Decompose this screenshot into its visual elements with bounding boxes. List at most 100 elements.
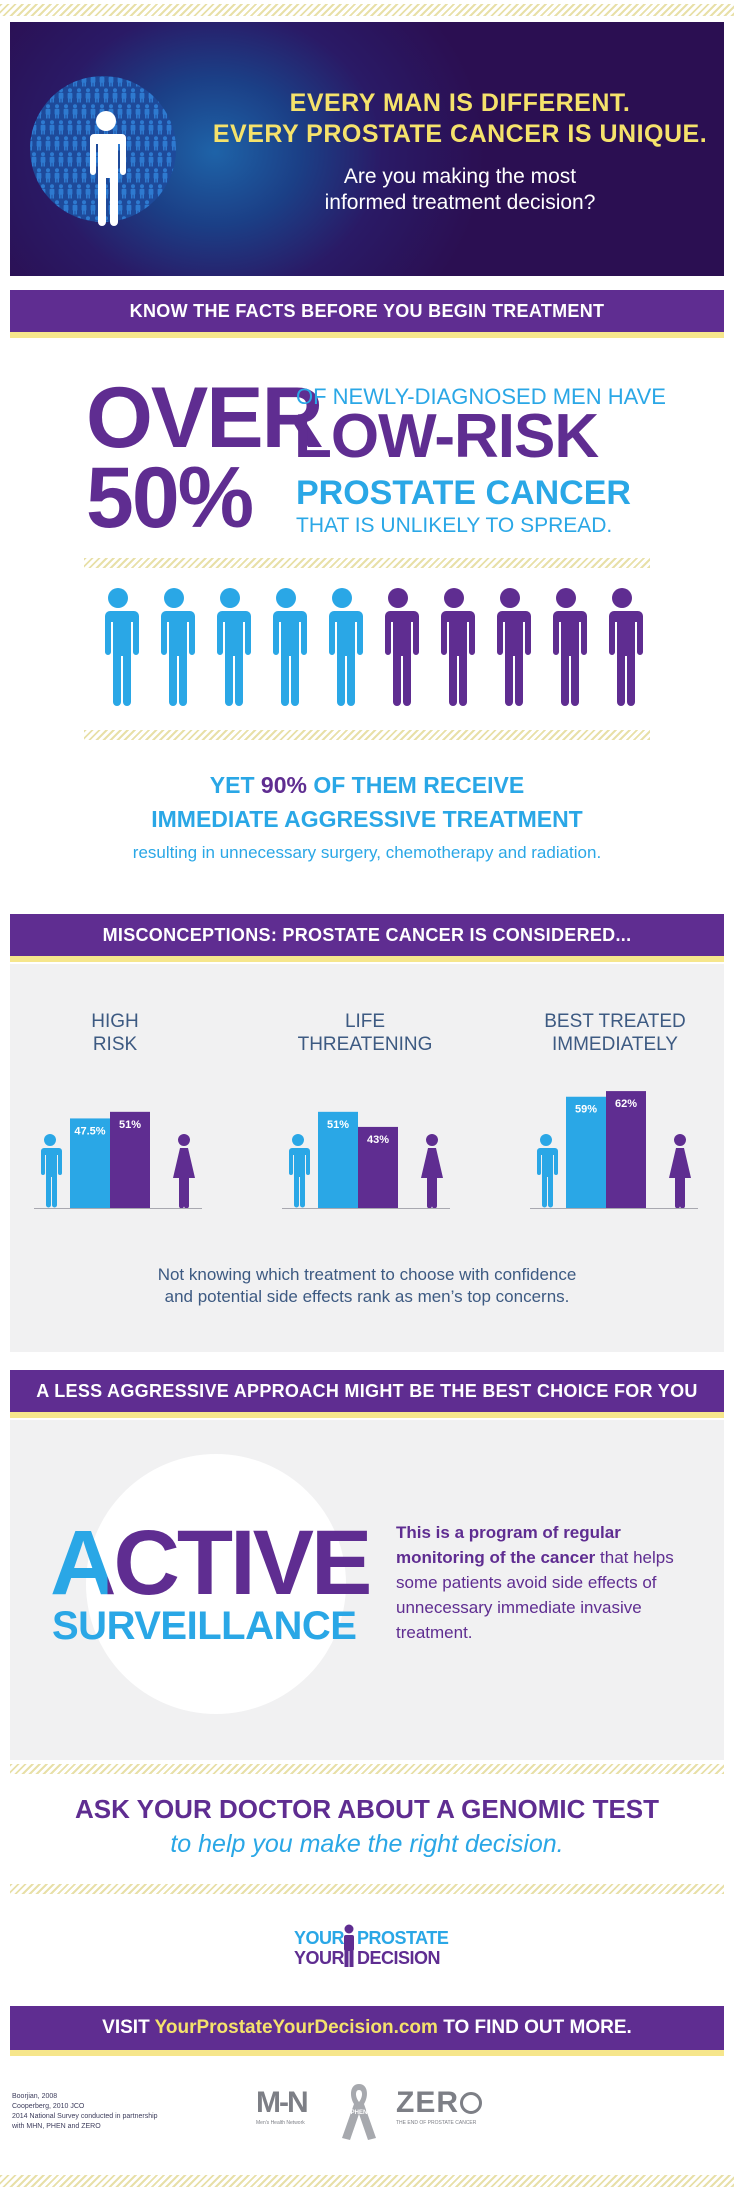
logo-figure-icon <box>344 1924 354 1967</box>
male-icon <box>289 1134 310 1208</box>
phen-ribbon-icon: PHEN <box>342 2084 376 2140</box>
note-line1: Not knowing which treatment to choose wi… <box>157 1265 577 1284</box>
stat-line3: PROSTATE CANCER <box>296 474 631 512</box>
men-bar <box>318 1111 358 1208</box>
female-icon <box>173 1134 195 1209</box>
misconception-title-line1: HIGH <box>91 1011 139 1032</box>
description-rest: that helps some patients avoid side effe… <box>396 1548 674 1642</box>
women-bar-label: 43% <box>367 1134 389 1146</box>
approach-banner: A LESS AGGRESSIVE APPROACH MIGHT BE THE … <box>10 1370 724 1418</box>
reference-item: with MHN, PHEN and ZERO <box>12 2123 101 2130</box>
your-prostate-your-decision-logo: YOUR PROSTATE YOUR DECISION <box>290 1924 450 1974</box>
description-bold: This is a program of regular monitoring … <box>396 1523 621 1567</box>
man-figure-icon <box>606 588 643 706</box>
men-figures-row <box>102 588 643 706</box>
misconceptions-note: Not knowing which treatment to choose wi… <box>10 1264 724 1308</box>
women-bar-label: 51% <box>119 1119 141 1131</box>
women-bar <box>606 1091 646 1208</box>
hero-title-line1: EVERY MAN IS DIFFERENT. <box>289 89 631 117</box>
hero-title-line2: EVERY PROSTATE CANCER IS UNIQUE. <box>212 120 708 148</box>
female-icon <box>421 1134 443 1209</box>
mhn-letters: M-N <box>256 2086 309 2119</box>
yet-pct: 90% <box>260 772 307 798</box>
active-surveillance-panel: ACTIVE SURVEILLANCE This is a program of… <box>10 1420 724 1760</box>
mhn-logo: M-N Men's Health Network <box>256 2086 309 2126</box>
zero-subtitle: THE END OF PROSTATE CANCER <box>396 2120 477 2126</box>
male-icon <box>537 1134 558 1208</box>
women-bar <box>358 1126 398 1208</box>
facts-banner: KNOW THE FACTS BEFORE YOU BEGIN TREATMEN… <box>10 290 724 338</box>
hero-title: EVERY MAN IS DIFFERENT. EVERY PROSTATE C… <box>200 88 720 150</box>
logo-your-top: YOUR <box>294 1928 345 1948</box>
men-bar-label: 51% <box>327 1119 349 1131</box>
women-bar <box>110 1111 150 1208</box>
stat-big-number: OVER 50% <box>86 370 324 546</box>
stat-line2: LOW-RISK <box>294 402 599 471</box>
phen-label: PHEN <box>351 2110 368 2116</box>
man-figure-icon <box>102 588 139 706</box>
reference-item: 2014 National Survey conducted in partne… <box>12 2113 158 2120</box>
misconception-chart-best-treated: 59% 62% <box>530 1091 698 1209</box>
hero-subtitle: Are you making the most informed treatme… <box>200 164 720 216</box>
visit-banner: VISIT YourProstateYourDecision.com TO FI… <box>10 2006 724 2056</box>
men-bar <box>566 1096 606 1208</box>
hatch-divider <box>10 1764 724 1774</box>
female-icon <box>669 1134 691 1209</box>
visit-url-link[interactable]: YourProstateYourDecision.com <box>154 2017 438 2038</box>
hatch-divider <box>84 558 650 568</box>
man-figure-icon <box>438 588 475 706</box>
zero-o-icon <box>460 2092 482 2114</box>
man-figure-icon <box>382 588 419 706</box>
misconception-title-line1: LIFE <box>344 1011 386 1032</box>
reference-item: Boorjian, 2008 <box>12 2093 58 2100</box>
ask-doctor-subheading: to help you make the right decision. <box>170 1830 564 1858</box>
visit-suffix: TO FIND OUT MORE. <box>437 2017 632 2038</box>
stat-line4: THAT IS UNLIKELY TO SPREAD. <box>296 514 613 537</box>
misconception-chart-high-risk: 47.5% 51% <box>34 1111 202 1209</box>
men-bar <box>70 1118 110 1208</box>
active-word: ACTIVE <box>50 1512 372 1614</box>
misconception-title-best-treated: BEST TREATED IMMEDIATELY <box>520 1010 710 1056</box>
misconception-title-line2: THREATENING <box>297 1034 433 1055</box>
zero-letters: ZER <box>396 2086 459 2119</box>
as-circle <box>86 1454 346 1714</box>
ask-doctor-heading: ASK YOUR DOCTOR ABOUT A GENOMIC TEST <box>74 1794 660 1824</box>
misconceptions-banner: MISCONCEPTIONS: PROSTATE CANCER IS CONSI… <box>10 914 724 962</box>
references: Boorjian, 2008 Cooperberg, 2010 JCO 2014… <box>12 2092 158 2132</box>
yet-line3: resulting in unnecessary surgery, chemot… <box>132 843 602 862</box>
stat-line1: OF NEWLY-DIAGNOSED MEN HAVE <box>296 384 666 409</box>
logo-decision: DECISION <box>357 1948 441 1968</box>
note-line2: and potential side effects rank as men’s… <box>164 1287 570 1306</box>
hero-banner: EVERY MAN IS DIFFERENT. EVERY PROSTATE C… <box>10 22 724 276</box>
mhn-subtitle: Men's Health Network <box>256 2120 305 2126</box>
misconception-title-high-risk: HIGH RISK <box>40 1010 190 1056</box>
hero-subtitle-line2: informed treatment decision? <box>324 191 596 214</box>
men-bar-label: 47.5% <box>74 1125 105 1137</box>
man-figure-icon <box>158 588 195 706</box>
man-figure-icon <box>494 588 531 706</box>
reference-item: Cooperberg, 2010 JCO <box>12 2103 85 2110</box>
man-figure-icon <box>550 588 587 706</box>
misconception-chart-life-threatening: 51% 43% <box>282 1111 450 1209</box>
top-hatch-divider <box>0 4 734 16</box>
man-figure-icon <box>214 588 251 706</box>
man-figure-icon <box>90 111 126 226</box>
misconception-title-line1: BEST TREATED <box>544 1011 686 1032</box>
visit-prefix: VISIT <box>102 2017 155 2038</box>
bottom-hatch-divider <box>0 2175 734 2187</box>
stat-over: OVER <box>86 370 324 466</box>
misconception-title-life-threatening: LIFE THREATENING <box>275 1010 455 1056</box>
misconception-title-line2: RISK <box>92 1034 138 1055</box>
surveillance-word: SURVEILLANCE <box>52 1604 357 1648</box>
yet-line1: YET 90% OF THEM RECEIVE <box>0 772 734 799</box>
men-bar-label: 59% <box>575 1104 597 1116</box>
misconception-title-line2: IMMEDIATELY <box>552 1034 678 1055</box>
zero-logo: ZER THE END OF PROSTATE CANCER <box>396 2086 482 2126</box>
hatch-divider <box>84 730 650 740</box>
hero-subtitle-line1: Are you making the most <box>343 165 577 188</box>
hatch-divider <box>10 1884 724 1894</box>
male-icon <box>41 1134 62 1208</box>
yet-line2: IMMEDIATE AGGRESSIVE TREATMENT <box>151 806 583 832</box>
logo-prostate: PROSTATE <box>357 1928 449 1948</box>
stat-pct: 50% <box>86 450 254 546</box>
